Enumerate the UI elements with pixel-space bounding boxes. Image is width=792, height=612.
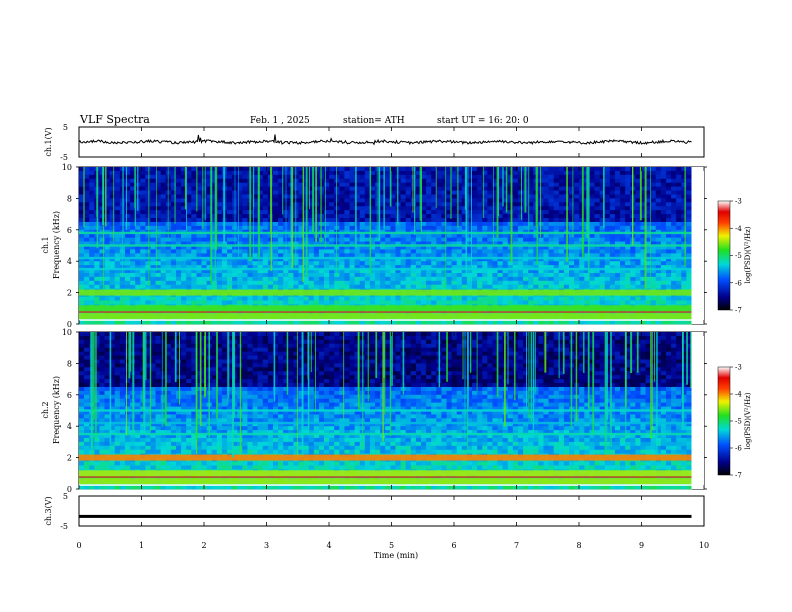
x-tick-label: 4 <box>326 541 331 550</box>
ch3-waveform-line <box>79 514 692 518</box>
colorbar-tick-label: -5 <box>735 418 742 426</box>
x-tick-label: 7 <box>514 541 519 550</box>
colorbar-tick-label: -7 <box>735 472 742 480</box>
x-tick-label: 2 <box>201 541 206 550</box>
colorbar-tick-label: -3 <box>735 198 742 206</box>
x-tick-label: 6 <box>451 541 456 550</box>
y-tick-label: 6 <box>67 226 72 235</box>
x-tick-label: 5 <box>389 541 394 550</box>
x-tick-label: 10 <box>699 541 709 550</box>
ch1-frequency-ylabel: Frequency (kHz) <box>52 211 61 279</box>
colorbar-tick-label: -7 <box>735 307 742 315</box>
y-tick-label: 10 <box>62 328 72 337</box>
y-tick-label: 5 <box>63 123 68 132</box>
colorbar-tick-label: -5 <box>735 252 742 260</box>
x-tick-label: 1 <box>139 541 144 550</box>
ch1-waveform-ylabel: ch.1(V) <box>44 127 53 156</box>
y-tick-label: 0 <box>67 485 72 494</box>
ch1-colorbar: -3 -4 -5 -6 -7 log(PSD)(V²/Hz) <box>717 198 752 315</box>
header-station: station= ATH <box>343 116 405 126</box>
header-start-time: start UT = 16: 20: 0 <box>437 116 529 126</box>
ch3-waveform-frame <box>78 495 705 527</box>
ch2-spectrogram <box>79 332 704 490</box>
ch2-colorbar: -3 -4 -5 -6 -7 log(PSD)(V²/Hz) <box>717 364 752 480</box>
y-tick-label: 10 <box>62 163 72 172</box>
ch1-spectrogram <box>79 167 704 325</box>
colorbar-tick-label: -6 <box>735 445 742 453</box>
y-tick-label: 8 <box>67 194 72 203</box>
ch3-waveform-ylabel: ch.3(V) <box>44 496 53 525</box>
ch1-colorbar-label: log(PSD)(V²/Hz) <box>744 226 752 283</box>
figure-title: VLF Spectra <box>79 113 150 126</box>
ch1-spectrogram-ylabel: ch.1 <box>41 236 50 253</box>
x-axis-label: Time (min) <box>374 551 418 560</box>
y-tick-label: 2 <box>67 454 72 463</box>
ch2-frequency-ylabel: Frequency (kHz) <box>52 376 61 444</box>
y-tick-label: 6 <box>67 391 72 400</box>
y-tick-label: 8 <box>67 359 72 368</box>
colorbar-tick-label: -6 <box>735 279 742 287</box>
ch2-spectrogram-ylabel: ch.2 <box>41 401 50 418</box>
colorbar-tick-label: -4 <box>735 391 742 399</box>
ch2-colorbar-label: log(PSD)(V²/Hz) <box>744 392 752 449</box>
x-tick-label: 9 <box>639 541 644 550</box>
y-tick-label: -5 <box>60 153 68 162</box>
colorbar-tick-label: -3 <box>735 364 742 372</box>
y-tick-label: -5 <box>60 522 68 531</box>
x-tick-label: 8 <box>576 541 581 550</box>
y-tick-label: 5 <box>63 492 68 501</box>
ch1-waveform-line <box>78 134 692 146</box>
y-tick-label: 2 <box>67 289 72 298</box>
header-date: Feb. 1 , 2025 <box>250 116 310 126</box>
colorbar-tick-label: -4 <box>735 225 742 233</box>
y-tick-label: 4 <box>67 257 72 266</box>
y-tick-label: 4 <box>67 422 72 431</box>
x-tick-label: 0 <box>76 541 81 550</box>
y-tick-label: 0 <box>67 320 72 329</box>
x-tick-label: 3 <box>264 541 269 550</box>
